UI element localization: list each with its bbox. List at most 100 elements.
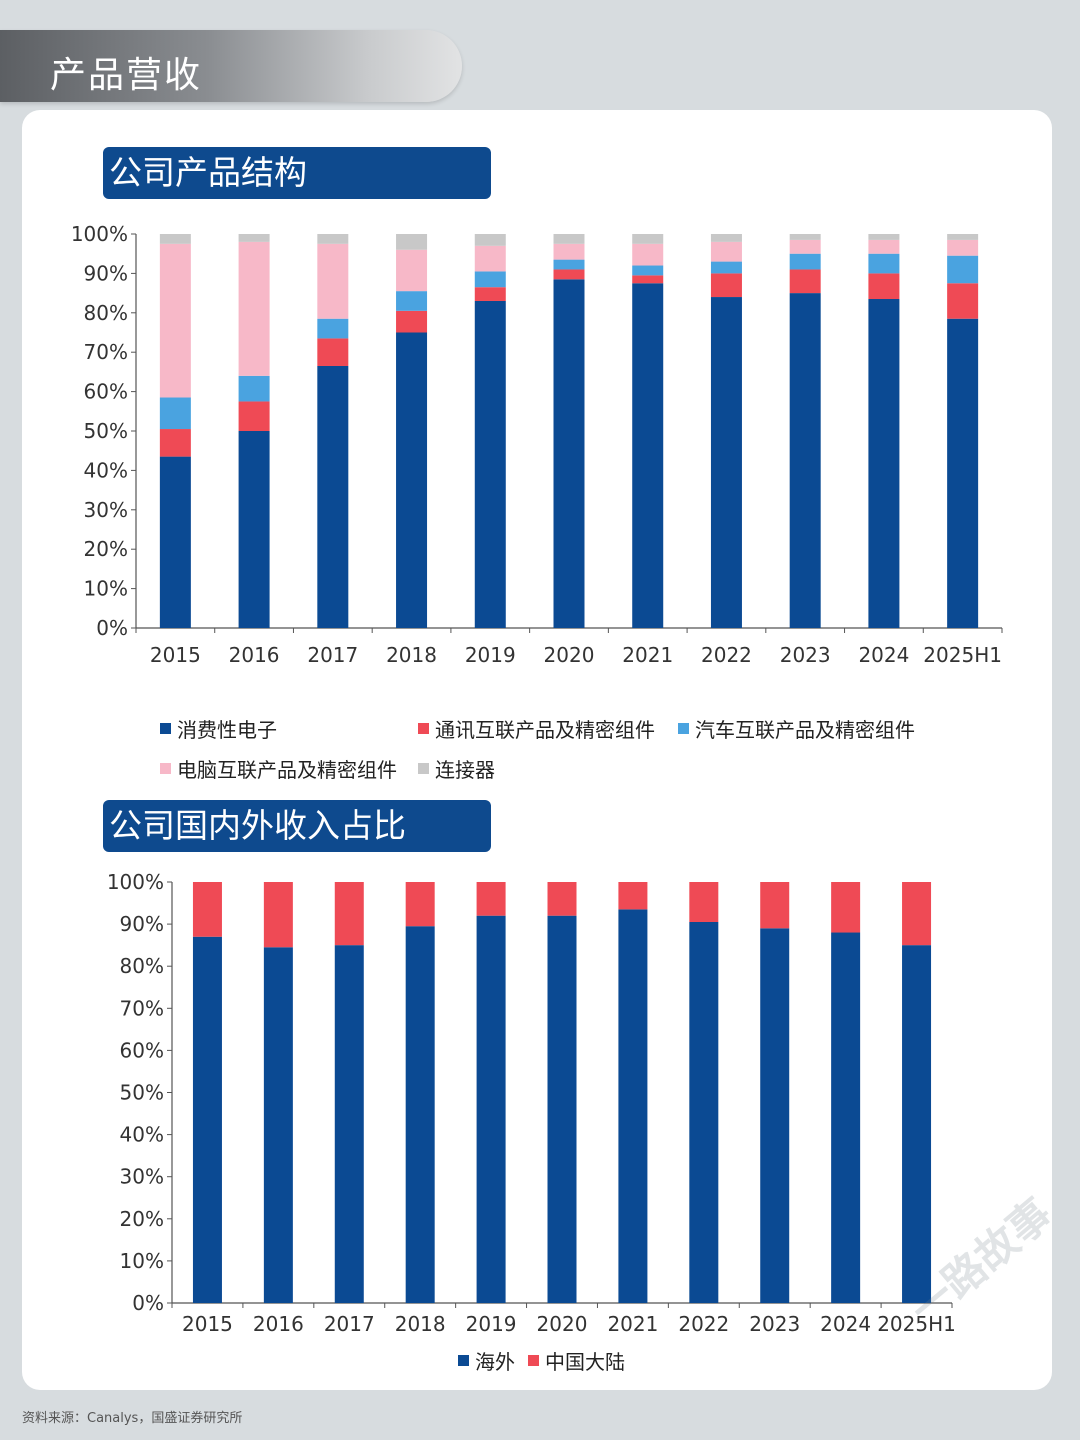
legend-item-connector: 连接器 (418, 754, 495, 783)
bar-segment (831, 932, 861, 1303)
bar-segment (868, 299, 900, 628)
x-tick-label: 2020 (537, 1312, 588, 1336)
x-tick-label: 2022 (678, 1312, 729, 1336)
bar-segment (947, 234, 979, 240)
domestic-overseas-chart: 0% 10% 20% 30% 40% 50% 60% 70% 80% 90% 100% 2015 201… (107, 870, 956, 1336)
bar-segment (947, 318, 979, 628)
bar-segment (831, 882, 861, 933)
header-banner: 产品营收 (0, 30, 462, 102)
source-note: 资料来源：Canalys，国盛证券研究所 (22, 1411, 243, 1426)
x-tick-label: 2016 (229, 643, 280, 667)
legend-label-consumer: 消费性电子 (177, 718, 277, 742)
y-tick-label: 40% (84, 458, 128, 482)
x-tick-label: 2021 (607, 1312, 658, 1336)
bar-segment (238, 401, 270, 431)
x-tick-label: 2017 (307, 643, 358, 667)
y-tick-label: 100% (107, 870, 164, 894)
bar-segment (553, 243, 585, 260)
bar-segment (553, 259, 585, 270)
y-tick-label: 80% (84, 301, 128, 325)
legend-item-telecom: 通讯互联产品及精密组件 (418, 714, 655, 743)
bar-segment (710, 261, 742, 274)
y-tick-label: 20% (84, 537, 128, 561)
y-tick-label: 40% (120, 1123, 164, 1147)
y-tick-label: 10% (120, 1249, 164, 1273)
bar-segment (632, 243, 664, 266)
legend-item-consumer: 消费性电子 (160, 714, 277, 743)
y-tick-label: 30% (84, 498, 128, 522)
bar-segment (789, 269, 821, 294)
bar-segment (192, 882, 222, 937)
legend-label-auto: 汽车互联产品及精密组件 (695, 718, 915, 742)
legend-label-overseas: 海外 (475, 1350, 515, 1374)
x-tick-label: 2025H1 (877, 1312, 956, 1336)
bar-segment (553, 234, 585, 244)
y-tick-label: 10% (84, 577, 128, 601)
legend-item-overseas: 海外 (458, 1346, 515, 1375)
y-tick-label: 60% (84, 380, 128, 404)
bar-segment (159, 234, 191, 244)
bar-segment (902, 882, 932, 946)
bar-segment (396, 332, 428, 628)
bar-segment (238, 241, 270, 376)
legend-label-telecom: 通讯互联产品及精密组件 (435, 718, 655, 742)
bar-segment (476, 915, 506, 1303)
bar-segment (789, 293, 821, 628)
bar-segment (159, 429, 191, 457)
legend-swatch-consumer (160, 723, 171, 734)
bar-segment (547, 882, 577, 916)
bar-segment (396, 310, 428, 333)
legend-swatch-pc (160, 763, 171, 774)
y-tick-label: 50% (84, 419, 128, 443)
legend-swatch-auto (678, 723, 689, 734)
bar-segment (159, 397, 191, 430)
legend-item-auto: 汽车互联产品及精密组件 (678, 714, 915, 743)
bar-segment (317, 365, 349, 628)
y-tick-label: 90% (84, 261, 128, 285)
bar-segment (159, 456, 191, 628)
bar-segment (868, 273, 900, 300)
y-tick-label: 30% (120, 1165, 164, 1189)
bar-segment (947, 239, 979, 256)
x-tick-label: 2018 (386, 643, 437, 667)
legend-swatch-overseas (458, 1355, 469, 1366)
bar-segment (396, 291, 428, 311)
chart2-title: 公司国内外收入占比 (109, 806, 406, 845)
bar-segment (192, 936, 222, 1303)
bar-segment (553, 279, 585, 628)
bar-segment (902, 945, 932, 1303)
chart2-title-banner: 公司国内外收入占比 (103, 800, 491, 852)
page-title: 产品营收 (50, 55, 203, 96)
legend-item-pc: 电脑互联产品及精密组件 (160, 754, 397, 783)
x-tick-label: 2015 (150, 643, 201, 667)
bar-segment (405, 926, 435, 1303)
bar-segment (405, 882, 435, 927)
x-tick-label: 2023 (780, 643, 831, 667)
y-tick-label: 70% (84, 340, 128, 364)
bar-segment (789, 234, 821, 240)
bar-segment (760, 928, 790, 1303)
y-tick-label: 0% (96, 616, 128, 640)
bar-segment (553, 269, 585, 280)
chart1-title-banner: 公司产品结构 (103, 147, 491, 199)
legend-swatch-connector (418, 763, 429, 774)
bar-segment (868, 234, 900, 240)
x-tick-label: 2025H1 (923, 643, 1002, 667)
bar-segment (238, 234, 270, 242)
bar-segment (474, 300, 506, 628)
bar-segment (689, 882, 719, 922)
bar-segment (710, 297, 742, 628)
y-tick-label: 50% (120, 1081, 164, 1105)
bar-segment (317, 318, 349, 339)
x-tick-label: 2015 (182, 1312, 233, 1336)
bar-segment (689, 921, 719, 1303)
x-tick-label: 2017 (324, 1312, 375, 1336)
legend-label-pc: 电脑互联产品及精密组件 (177, 758, 397, 782)
bar-segment (632, 265, 664, 276)
bar-segment (632, 283, 664, 628)
bar-segment (789, 253, 821, 270)
x-tick-label: 2018 (395, 1312, 446, 1336)
y-tick-label: 0% (132, 1291, 164, 1315)
bar-segment (396, 249, 428, 292)
bar-segment (474, 245, 506, 272)
